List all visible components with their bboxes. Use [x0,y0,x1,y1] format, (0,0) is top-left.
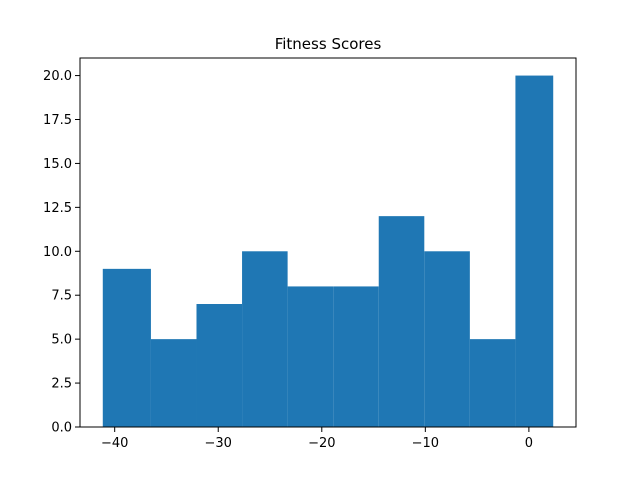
chart-title: Fitness Scores [275,35,382,53]
y-tick-label: 12.5 [43,201,72,216]
y-tick-label: 5.0 [51,333,72,348]
y-tick-label: 20.0 [43,69,72,84]
y-tick-label: 10.0 [43,245,72,260]
histogram-bar [515,75,554,428]
histogram-bar [242,251,288,427]
x-tick-label: −30 [205,436,232,451]
y-tick-label: 2.5 [51,377,72,392]
y-tick-label: 0.0 [51,421,72,436]
x-tick-label: 0 [525,436,533,451]
y-tick-label: 17.5 [43,113,72,128]
histogram-bar [102,268,151,427]
histogram-bar [287,286,334,427]
x-tick-label: −40 [101,436,128,451]
y-tick-label: 15.0 [43,157,72,172]
x-tick-label: −10 [412,436,439,451]
x-axis-ticks: −40 −30 −20 −10 0 [101,427,533,451]
bars-group [102,75,554,428]
histogram-bar [333,286,379,427]
y-tick-label: 7.5 [51,289,72,304]
x-tick-label: −20 [308,436,335,451]
plot-frame [79,57,577,428]
histogram-bar [150,339,197,427]
histogram-bar [196,304,243,427]
histogram-bar [469,339,516,427]
y-axis-ticks: 0.0 2.5 5.0 7.5 10.0 12.5 15.0 17.5 20.0 [43,69,80,436]
histogram-bar [424,251,470,427]
histogram-bar [378,216,425,427]
